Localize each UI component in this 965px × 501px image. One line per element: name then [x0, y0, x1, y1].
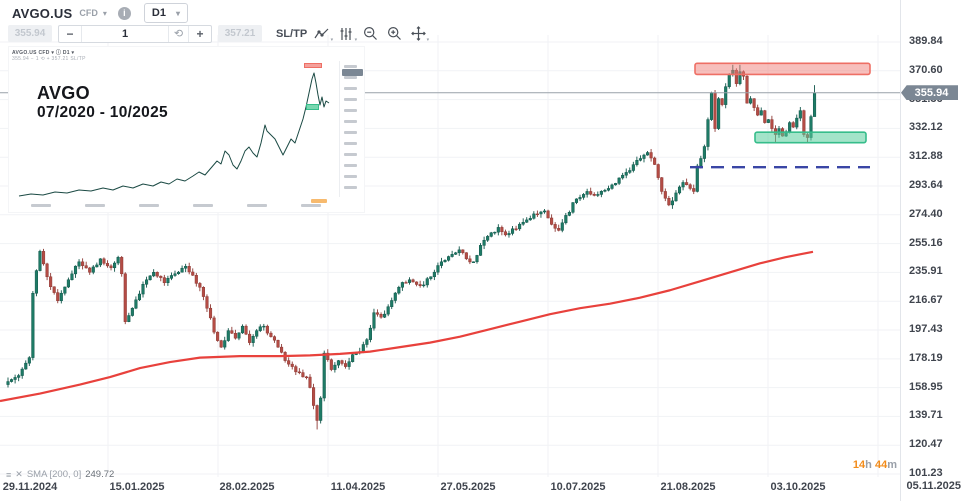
price-tick-label: 197.43	[909, 323, 943, 336]
date-tick-label: 28.02.2025	[219, 481, 275, 493]
date-tick-label: 03.10.2025	[770, 481, 826, 493]
inset-support-zone	[306, 104, 319, 110]
indicator-value: 249.72	[85, 469, 115, 480]
inset-price-tick	[344, 109, 357, 112]
inset-price-tick	[344, 87, 357, 90]
indicator-remove-icon[interactable]: ✕	[15, 469, 23, 479]
price-tick-label: 178.19	[909, 351, 943, 364]
refresh-icon[interactable]: ⟲	[169, 25, 189, 42]
date-tick-label: 15.01.2025	[109, 481, 165, 493]
quantity-stepper: − 1 ⟲ +	[58, 24, 212, 43]
indicator-legend-row: ≡ ✕ SMA [200, 0] 249.72	[6, 469, 114, 480]
inset-axis-divider	[339, 61, 340, 197]
date-tick-label: 29.11.2024	[2, 481, 58, 493]
inset-longterm-chart: AVGO.US CFD ▾ ⓘ D1 ▾ 355.94 − 1 ⟲ + 357.…	[8, 46, 365, 213]
inset-date-tick	[247, 204, 267, 207]
price-tick-label: 255.16	[909, 236, 943, 249]
price-tick-label: 120.47	[909, 438, 943, 451]
inset-line-chart	[18, 72, 330, 197]
price-tick-label: 235.91	[909, 265, 943, 278]
resistance-zone	[694, 62, 871, 76]
timeframe-dropdown[interactable]: D1 ▾	[143, 3, 188, 23]
quantity-increase-button[interactable]: +	[196, 26, 204, 41]
price-tick-label: 101.23	[909, 467, 943, 480]
date-tick-label: 11.04.2025	[330, 481, 386, 493]
price-tick-label: 312.88	[909, 150, 943, 163]
chart-type-icon[interactable]: ▾	[313, 26, 333, 43]
inset-price-tick	[344, 142, 357, 145]
symbol-name[interactable]: AVGO.US	[12, 5, 73, 21]
price-tick-label: 293.64	[909, 179, 943, 191]
inset-resistance-zone	[304, 63, 322, 68]
price-tick-label: 389.84	[909, 35, 943, 47]
inset-price-tick	[344, 65, 357, 68]
price-tick-label: 139.71	[909, 409, 943, 422]
inset-date-tick	[139, 204, 159, 207]
price-tick-label: 370.60	[909, 63, 943, 76]
quantity-input[interactable]: 1	[81, 25, 169, 42]
inset-price-tick	[344, 186, 357, 189]
inset-price-tick	[344, 153, 357, 156]
timeframe-value: D1	[151, 7, 166, 19]
sma-200-line	[0, 250, 814, 403]
quantity-decrease-button[interactable]: −	[66, 26, 74, 41]
inset-mini-toolbar-row2: 355.94 − 1 ⟲ + 357.21 SL/TP	[12, 56, 86, 62]
indicators-icon[interactable]: ▾	[340, 27, 358, 43]
inset-price-tick	[344, 98, 357, 101]
buy-price-button[interactable]: 357.21	[218, 25, 262, 42]
inset-price-tick	[344, 76, 357, 79]
price-tick-label: 216.67	[909, 294, 943, 307]
instrument-toolbar: AVGO.US CFD ▾ i D1 ▾	[12, 3, 188, 23]
inset-date-tick	[193, 204, 213, 207]
inset-price-line	[18, 72, 330, 197]
date-tick-label: 21.08.2025	[660, 481, 716, 493]
candle-countdown-timer: 14h 44m	[852, 459, 897, 471]
inset-price-tag	[342, 69, 363, 76]
sltp-button[interactable]: SL/TP	[276, 27, 308, 40]
date-tick-label: 27.05.2025	[440, 481, 496, 493]
indicator-menu-icon[interactable]: ≡	[6, 469, 12, 480]
instrument-type-label: CFD	[79, 8, 98, 18]
zoom-out-icon[interactable]	[361, 26, 379, 42]
sell-price-button[interactable]: 355.94	[8, 25, 52, 42]
inset-price-tick	[344, 175, 357, 178]
price-tick-label: 274.40	[909, 207, 943, 220]
inset-price-tick	[344, 131, 357, 134]
candlestick-series	[6, 64, 817, 430]
inset-title-range: 07/2020 - 10/2025	[37, 104, 168, 121]
inset-price-tick	[344, 164, 357, 167]
axis-corner-date: 05.11.2025	[906, 480, 961, 492]
inset-date-tick	[85, 204, 105, 207]
indicator-label: SMA [200, 0]	[26, 469, 82, 480]
support-zone	[754, 131, 867, 144]
current-price-tag: 355.94	[901, 85, 958, 101]
inset-date-tick	[301, 204, 321, 207]
inset-title-symbol: AVGO	[37, 83, 90, 103]
crosshair-move-icon[interactable]: ▾	[409, 26, 429, 43]
inset-date-tick	[31, 204, 51, 207]
price-tick-label: 332.12	[909, 121, 943, 134]
inset-price-tick	[344, 120, 357, 123]
price-axis[interactable]: 05.11.2025 389.84370.60351.36332.12312.8…	[900, 0, 965, 501]
zoom-in-icon[interactable]	[385, 26, 403, 42]
info-icon[interactable]: i	[117, 6, 131, 20]
symbol-caret-icon[interactable]: ▾	[102, 8, 107, 18]
price-tick-label: 158.95	[909, 380, 943, 393]
date-tick-label: 10.07.2025	[550, 481, 606, 493]
inset-countdown-mark	[311, 199, 327, 203]
inset-mini-toolbar-row1: AVGO.US CFD ▾ ⓘ D1 ▾	[12, 50, 75, 56]
chevron-down-icon: ▾	[175, 8, 180, 18]
order-toolbar: 355.94 − 1 ⟲ + 357.21 SL/TP ▾ ▾	[8, 24, 429, 43]
